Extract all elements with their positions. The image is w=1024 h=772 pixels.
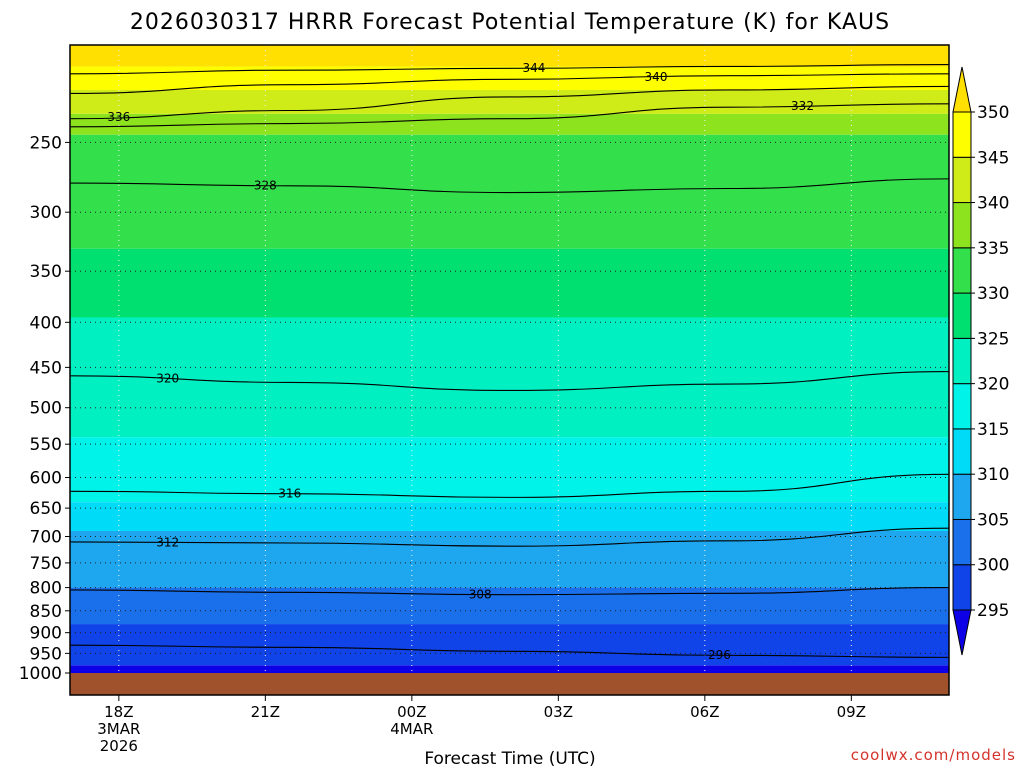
colorbar-swatch: [952, 383, 972, 430]
y-tick-label: 1000: [19, 664, 62, 684]
colorbar-swatch: [952, 111, 972, 158]
y-tick-label: 850: [30, 602, 62, 622]
colorbar-swatch: [952, 473, 972, 520]
credit-text[interactable]: coolwx.com/models: [851, 746, 1016, 764]
theta-band-8: [70, 134, 949, 249]
isentrope-label-340: 340: [645, 70, 668, 84]
isentrope-label-312: 312: [156, 535, 179, 549]
y-tick-label: 550: [30, 435, 62, 455]
y-tick-label: 700: [30, 527, 62, 547]
theta-band-12: [70, 45, 949, 67]
colorbar-tick-label: 305: [977, 510, 1009, 530]
colorbar-tick-label: 325: [977, 329, 1009, 349]
isentrope-label-336: 336: [107, 110, 130, 124]
colorbar-tick-label: 300: [977, 556, 1009, 576]
plot-frame: [69, 44, 950, 696]
y-tick-label: 500: [30, 399, 62, 419]
theta-band-10: [70, 89, 949, 114]
colorbar: 295 300 305 310 315 320 325 330 335 340 345 350: [952, 66, 1009, 656]
y-tick-label: 350: [30, 262, 62, 282]
theta-band-3: [70, 530, 949, 588]
isentrope-340: [70, 73, 949, 95]
y-tick-label: 600: [30, 468, 62, 488]
colorbar-tick-label: 330: [977, 284, 1009, 304]
colorbar-tick-label: 340: [977, 194, 1009, 214]
isentrope-332: [70, 103, 949, 128]
theta-band-11: [70, 66, 949, 90]
chart-title: 2026030317 HRRR Forecast Potential Tempe…: [130, 10, 890, 35]
theta-band-9: [70, 113, 949, 135]
x-tick-label: 03Z: [544, 703, 573, 721]
y-tick-label: 950: [30, 644, 62, 664]
isentrope-296: [70, 644, 949, 658]
colorbar-tick-label: 310: [977, 465, 1009, 485]
y-tick-label: 400: [30, 313, 62, 333]
colorbar-high-extend: [952, 66, 972, 113]
theta-band-6: [70, 317, 949, 438]
theta-band-1: [70, 624, 949, 666]
axis-layer: 2503003504004505005506006507007508008509…: [19, 133, 866, 755]
colorbar-tick-label: 335: [977, 239, 1009, 259]
y-tick-label: 250: [30, 133, 62, 153]
isentrope-label-316: 316: [278, 487, 301, 501]
isentrope-316: [70, 473, 949, 498]
x-tick-label: 18Z: [104, 703, 133, 721]
colorbar-tick-label: 315: [977, 420, 1009, 440]
x-tick-label: 2026: [100, 737, 138, 755]
isentrope-label-344: 344: [522, 61, 545, 75]
colorbar-tick-label: 345: [977, 148, 1009, 168]
colorbar-swatch: [952, 202, 972, 249]
y-tick-label: 750: [30, 554, 62, 574]
x-tick-label: 06Z: [690, 703, 719, 721]
theta-band-5: [70, 437, 949, 503]
x-axis-label: Forecast Time (UTC): [424, 749, 595, 768]
theta-band-4: [70, 502, 949, 531]
isentrope-320: [70, 371, 949, 392]
ground-surface: [70, 673, 949, 695]
isentrope-328: [70, 178, 949, 194]
plot-fill-layer: [70, 45, 949, 695]
y-tick-label: 450: [30, 358, 62, 378]
colorbar-swatch: [952, 292, 972, 339]
colorbar-tick-label: 350: [977, 103, 1009, 123]
isentrope-label-332: 332: [791, 99, 814, 113]
x-tick-label: 3MAR: [97, 720, 140, 738]
x-tick-label: 09Z: [837, 703, 866, 721]
x-tick-label: 4MAR: [390, 720, 433, 738]
x-tick-label: 00Z: [397, 703, 426, 721]
colorbar-swatch: [952, 247, 972, 294]
isentrope-308: [70, 587, 949, 596]
colorbar-swatch: [952, 337, 972, 385]
isentrope-label-328: 328: [254, 178, 277, 192]
y-tick-label: 650: [30, 499, 62, 519]
colorbar-swatch: [952, 564, 972, 611]
isentrope-layer: 296 308 312 316 320 328 332 336 340 344: [70, 61, 949, 662]
isentrope-336: [70, 85, 949, 120]
isentrope-344: [70, 64, 949, 75]
colorbar-swatch: [952, 428, 972, 475]
colorbar-swatch: [952, 156, 972, 204]
colorbar-tick-label: 295: [977, 601, 1009, 621]
colorbar-low-extend: [952, 609, 972, 656]
y-tick-label: 300: [30, 203, 62, 223]
y-tick-label: 900: [30, 624, 62, 644]
y-tick-label: 800: [30, 579, 62, 599]
colorbar-swatch: [952, 518, 972, 566]
theta-band-2: [70, 587, 949, 625]
isentrope-label-296: 296: [708, 648, 731, 662]
theta-band-7: [70, 248, 949, 318]
x-tick-label: 21Z: [251, 703, 280, 721]
isentrope-312: [70, 527, 949, 547]
colorbar-tick-label: 320: [977, 375, 1009, 395]
isentrope-label-320: 320: [156, 372, 179, 386]
isentrope-label-308: 308: [469, 587, 492, 601]
